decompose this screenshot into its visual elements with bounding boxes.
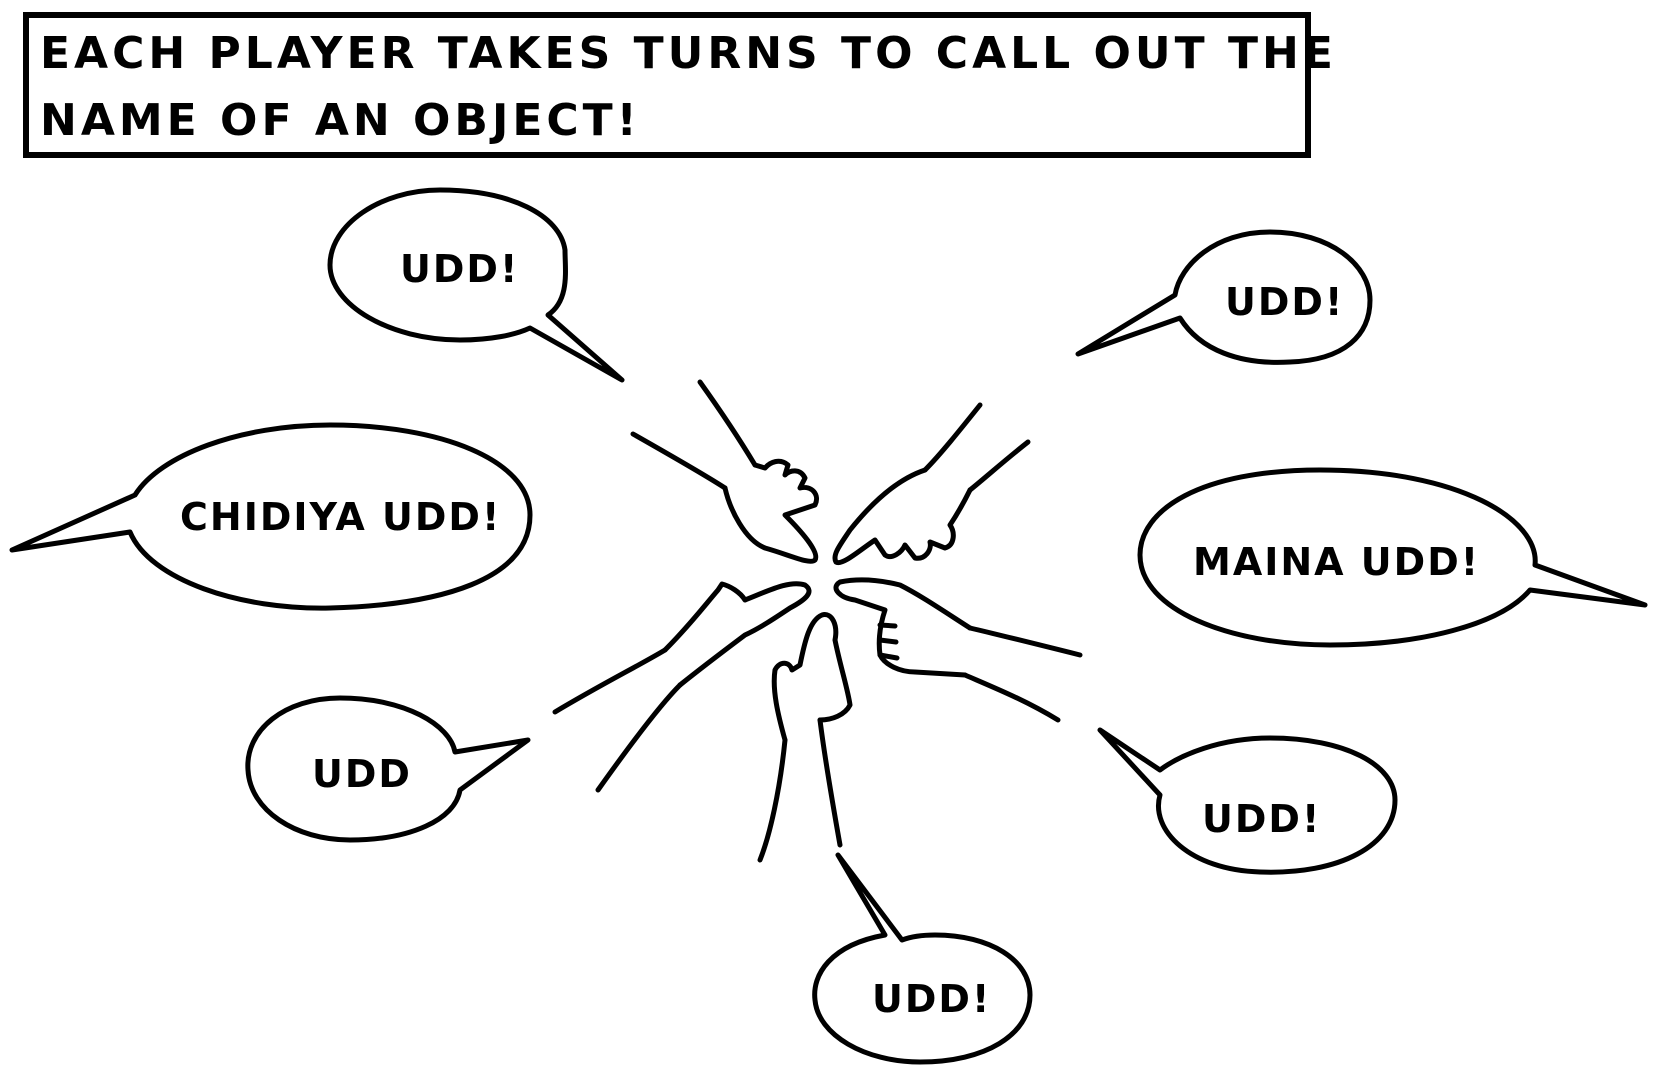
caption-line-1: EACH PLAYER TAKES TURNS TO CALL OUT THE bbox=[40, 28, 1337, 79]
hand-top-right bbox=[832, 402, 1031, 566]
speech-bubble-right: MAINA UDD! bbox=[1137, 467, 1648, 648]
bubble-text-bottom-left: UDD bbox=[312, 752, 412, 796]
bubble-text-top-left: UDD! bbox=[400, 247, 519, 291]
caption-line-2: NAME OF AN OBJECT! bbox=[40, 95, 641, 146]
bubble-text-right: MAINA UDD! bbox=[1193, 540, 1480, 584]
hand-top bbox=[630, 379, 819, 564]
caption-panel: EACH PLAYER TAKES TURNS TO CALL OUT THE … bbox=[23, 12, 1337, 158]
speech-bubble-top-left: UDD! bbox=[327, 187, 625, 383]
pointing-hands bbox=[552, 379, 1083, 863]
speech-bubble-bottom-left: UDD bbox=[245, 695, 531, 843]
bubble-text-bottom-right: UDD! bbox=[1202, 797, 1321, 841]
bubble-text-top-right: UDD! bbox=[1225, 280, 1344, 324]
speech-bubble-top-right: UDD! bbox=[1075, 229, 1373, 365]
speech-bubble-left: CHIDIYA UDD! bbox=[9, 422, 533, 611]
hand-bottom bbox=[757, 612, 853, 863]
speech-bubble-bottom-right: UDD! bbox=[1097, 727, 1398, 875]
speech-bubble-bottom: UDD! bbox=[812, 852, 1033, 1065]
hand-right bbox=[833, 577, 1083, 723]
bubble-text-left: CHIDIYA UDD! bbox=[180, 495, 501, 539]
hand-left bbox=[552, 581, 812, 793]
caption-box bbox=[23, 12, 1311, 158]
bubble-text-bottom: UDD! bbox=[872, 977, 991, 1021]
